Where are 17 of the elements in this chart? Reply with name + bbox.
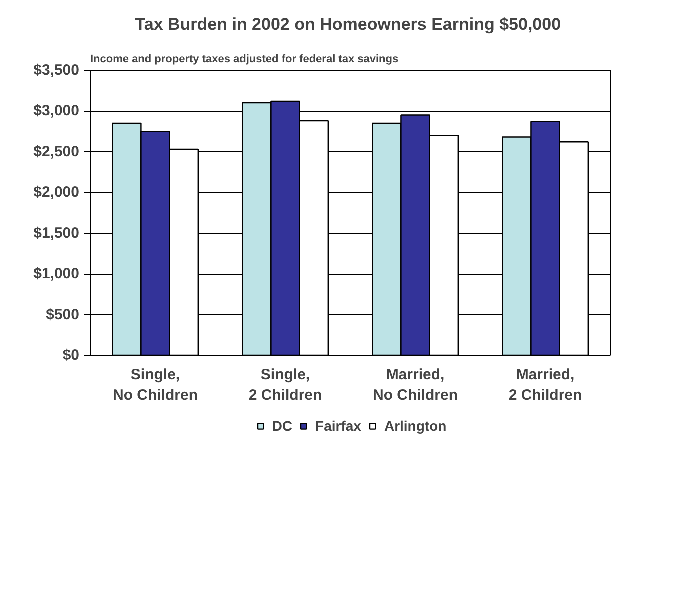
- x-tick-label: Single, No Children: [113, 366, 198, 404]
- chart-subtitle: Income and property taxes adjusted for federal tax savings: [90, 54, 399, 66]
- y-tick-label: $2,500: [34, 143, 80, 160]
- x-tick-label: Single, 2 Children: [248, 366, 322, 404]
- y-tick-label: $500: [46, 306, 80, 324]
- x-tick-label: Married, No Children: [373, 366, 458, 404]
- y-tick-label: $3,500: [34, 62, 80, 79]
- y-tick-label: $1,500: [34, 224, 80, 242]
- legend-label: DC: [272, 418, 293, 434]
- y-tick-label: $1,000: [34, 266, 80, 283]
- y-tick-label: $3,000: [34, 102, 80, 120]
- y-tick-label: $0: [62, 347, 80, 364]
- legend-label: Arlington: [384, 418, 447, 434]
- x-tick-label: Married, 2 Children: [508, 366, 582, 404]
- legend-label: Fairfax: [316, 418, 362, 434]
- y-tick-label: $2,000: [34, 184, 80, 202]
- chart-title: Tax Burden in 2002 on Homeowners Earning $50,000: [135, 15, 562, 34]
